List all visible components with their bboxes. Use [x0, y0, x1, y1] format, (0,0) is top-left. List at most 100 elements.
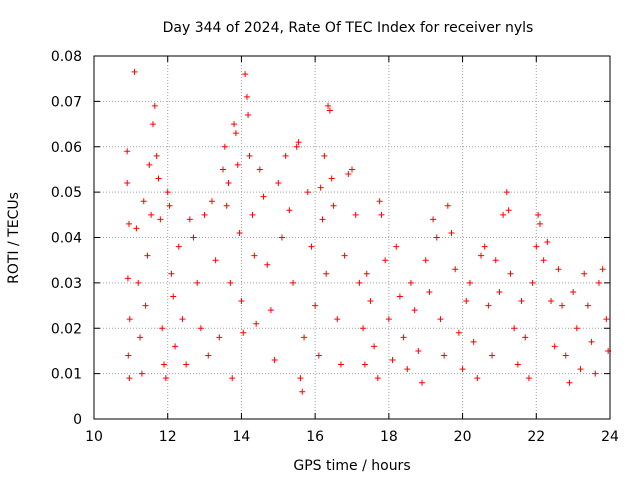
data-point	[603, 316, 610, 323]
data-point	[260, 193, 267, 200]
data-point	[295, 139, 302, 146]
data-point	[492, 257, 499, 264]
data-point	[151, 102, 158, 109]
data-point	[463, 298, 470, 305]
data-point	[236, 229, 243, 236]
data-point	[584, 302, 591, 309]
data-point	[161, 361, 168, 368]
data-point	[323, 270, 330, 277]
y-axis-label: ROTI / TECUs	[6, 192, 22, 284]
data-point	[522, 334, 529, 341]
data-point	[251, 252, 258, 259]
data-point	[514, 361, 521, 368]
data-point	[286, 207, 293, 214]
data-point	[140, 198, 147, 205]
data-point	[208, 198, 215, 205]
data-point	[478, 252, 484, 259]
data-point	[225, 180, 232, 187]
data-point	[441, 352, 448, 359]
data-point	[186, 216, 193, 223]
data-point	[529, 279, 536, 286]
data-point	[238, 298, 245, 305]
data-point	[135, 279, 142, 286]
data-point	[172, 343, 179, 350]
data-point	[301, 334, 308, 341]
data-point	[559, 302, 566, 309]
data-point	[149, 121, 156, 128]
data-point	[489, 352, 496, 359]
data-point	[253, 320, 260, 327]
data-point	[183, 361, 190, 368]
data-point	[242, 71, 249, 78]
data-point	[315, 352, 322, 359]
data-point	[433, 234, 440, 241]
data-point	[126, 316, 133, 323]
data-point	[246, 152, 253, 159]
x-tick-label: 14	[233, 429, 251, 445]
data-point	[194, 279, 201, 286]
data-point	[234, 161, 241, 168]
data-point	[551, 343, 558, 350]
y-tick-label: 0.08	[51, 49, 82, 65]
data-point	[422, 257, 429, 264]
data-point	[374, 375, 381, 382]
data-point	[562, 352, 569, 359]
data-point	[212, 257, 219, 264]
data-point	[525, 375, 532, 382]
data-point	[317, 184, 324, 191]
data-point	[548, 298, 555, 305]
y-tick-label: 0.02	[51, 321, 82, 337]
data-point	[570, 288, 577, 295]
data-point	[190, 234, 197, 241]
data-point	[396, 293, 403, 300]
data-point	[126, 375, 133, 382]
data-point	[271, 357, 278, 364]
data-point	[205, 352, 212, 359]
grid-lines	[94, 56, 610, 419]
data-point	[505, 207, 512, 214]
data-point	[566, 379, 573, 386]
data-point	[133, 225, 140, 232]
data-point	[393, 243, 400, 250]
x-tick-label: 18	[380, 429, 398, 445]
data-point	[326, 107, 333, 114]
data-point	[240, 329, 247, 336]
data-point	[170, 293, 177, 300]
x-tick-label: 10	[85, 429, 103, 445]
data-point	[124, 180, 131, 187]
data-point	[325, 102, 332, 109]
data-point	[168, 270, 175, 277]
data-point	[278, 234, 285, 241]
data-point	[164, 189, 171, 196]
x-tick-label: 22	[527, 429, 545, 445]
x-axis-label: GPS time / hours	[293, 458, 410, 474]
data-point	[404, 366, 411, 373]
data-point	[312, 302, 319, 309]
data-point	[321, 152, 328, 159]
data-point	[297, 375, 304, 382]
data-point	[389, 357, 396, 364]
data-point	[157, 216, 164, 223]
data-point	[376, 198, 383, 205]
y-tick-label: 0.01	[51, 367, 82, 383]
chart-title: Day 344 of 2024, Rate Of TEC Index for r…	[163, 20, 534, 36]
x-tick-label: 16	[306, 429, 324, 445]
data-point	[290, 279, 297, 286]
data-point	[267, 307, 274, 314]
data-point	[275, 180, 282, 187]
data-point	[540, 257, 547, 264]
data-point	[588, 338, 595, 345]
data-point	[349, 166, 355, 173]
data-point	[256, 166, 263, 173]
data-point	[444, 202, 451, 209]
data-point	[361, 361, 368, 368]
data-point	[470, 338, 477, 345]
data-point	[328, 175, 335, 182]
data-point	[299, 388, 306, 395]
data-point	[144, 252, 151, 259]
data-point	[367, 298, 374, 305]
data-point	[197, 325, 204, 332]
data-point	[330, 202, 337, 209]
